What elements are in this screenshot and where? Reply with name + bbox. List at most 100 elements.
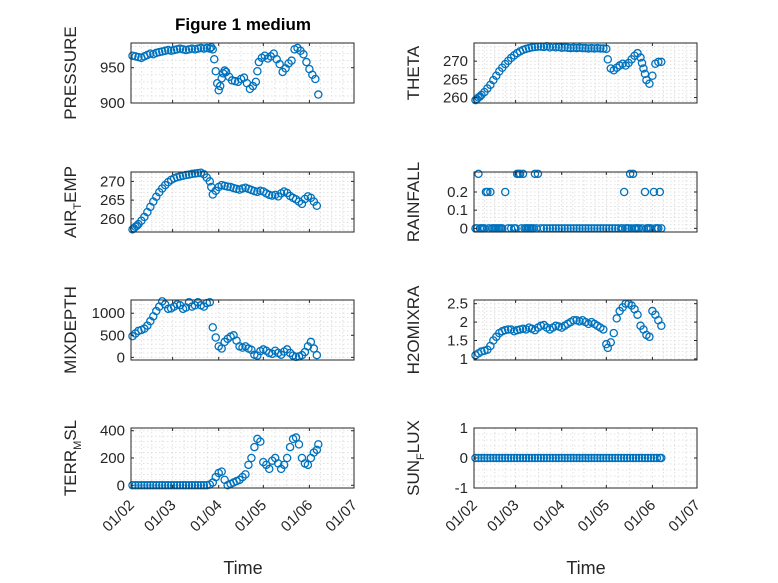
- data-point: [654, 57, 663, 67]
- data-point: [481, 187, 491, 197]
- data-point: [483, 453, 492, 463]
- data-point: [581, 43, 590, 53]
- data-point: [506, 453, 516, 463]
- subplot-pressure: 900 950 PRESSURE: [61, 26, 355, 120]
- y-tick-label: 500: [100, 327, 125, 344]
- data-point: [137, 481, 146, 490]
- y-tick-label: 0: [117, 477, 125, 494]
- data-point: [146, 481, 155, 490]
- data-point: [140, 481, 149, 490]
- y-tick-label: 270: [100, 173, 125, 190]
- axes-frame: [130, 171, 355, 233]
- data-point: [282, 453, 292, 463]
- data-point: [312, 201, 322, 210]
- data-point: [486, 187, 495, 197]
- data-point: [596, 453, 605, 463]
- data-point: [637, 453, 647, 463]
- subplot-air: 260 265 270 AIRTEMP: [61, 166, 355, 238]
- data-point: [560, 453, 569, 463]
- data-point: [199, 481, 209, 490]
- y-axis-label-rest: LUX: [404, 420, 423, 453]
- data-point: [312, 350, 322, 360]
- y-axis-label: PRESSURE: [61, 26, 80, 120]
- data-point: [518, 169, 528, 179]
- data-point: [169, 481, 179, 490]
- data-point: [128, 481, 137, 490]
- data-point: [247, 453, 256, 463]
- figure-title: Figure 1 medium: [175, 15, 311, 34]
- data-point: [584, 453, 593, 463]
- data-point: [196, 481, 206, 490]
- data-point: [160, 481, 170, 490]
- data-point: [566, 453, 575, 463]
- data-point: [314, 90, 323, 99]
- data-point: [622, 453, 632, 463]
- data-point: [639, 64, 648, 73]
- data-point: [539, 453, 549, 463]
- y-axis-label-main: MIXDEPTH: [61, 286, 80, 374]
- data-point: [518, 453, 528, 463]
- data-point: [474, 169, 483, 179]
- data-point: [587, 453, 596, 463]
- data-point: [554, 453, 563, 463]
- data-point: [530, 169, 540, 179]
- y-tick-label: 0.2: [447, 184, 468, 201]
- data-point: [625, 169, 635, 179]
- data-point: [524, 453, 534, 463]
- data-series: [128, 433, 323, 490]
- y-axis-label-main: PRESSURE: [61, 26, 80, 120]
- data-point: [599, 453, 608, 463]
- data-point: [299, 50, 308, 59]
- data-point: [208, 323, 218, 332]
- data-point: [646, 453, 656, 463]
- data-point: [480, 453, 489, 463]
- subplot-mixdepth: 0 500 1000 MIXDEPTH: [61, 286, 355, 374]
- data-point: [628, 453, 638, 463]
- data-series: [128, 168, 322, 234]
- x-tick-label: 01/06: [621, 497, 660, 536]
- data-point: [590, 44, 599, 53]
- data-point: [181, 481, 191, 490]
- data-point: [503, 453, 513, 463]
- data-point: [265, 464, 274, 474]
- data-point: [314, 440, 323, 449]
- data-series: [471, 453, 666, 463]
- y-axis-label-main: THETA: [404, 45, 423, 100]
- data-point: [302, 57, 311, 67]
- axes-frame: [473, 299, 698, 361]
- y-axis-label: THETA: [404, 45, 423, 100]
- y-tick-label: 950: [100, 60, 125, 77]
- data-point: [193, 481, 203, 490]
- data-point: [636, 53, 645, 62]
- y-tick-label: 400: [100, 423, 125, 440]
- data-point: [633, 310, 642, 319]
- data-point: [643, 453, 653, 463]
- data-point: [610, 453, 620, 463]
- y-tick-label: 900: [100, 95, 125, 112]
- y-tick-label: 1.5: [447, 332, 468, 349]
- data-point: [515, 453, 525, 463]
- data-point: [187, 481, 197, 490]
- y-tick-label: 2.5: [447, 296, 468, 313]
- data-point: [569, 453, 578, 463]
- x-tick-label: 01/05: [575, 497, 614, 536]
- data-point: [563, 43, 572, 52]
- data-point: [152, 481, 161, 490]
- data-point: [312, 445, 322, 455]
- data-point: [551, 43, 561, 52]
- data-point: [634, 453, 644, 463]
- data-point: [175, 481, 185, 490]
- y-tick-label: 1000: [92, 305, 125, 322]
- data-point: [619, 187, 629, 197]
- data-point: [205, 177, 215, 186]
- y-axis-label-main: TERR: [61, 450, 80, 496]
- y-axis-label: AIRTEMP: [61, 166, 84, 238]
- data-point: [279, 460, 289, 470]
- y-axis-label: SUNFLUX: [404, 420, 427, 496]
- data-point: [599, 44, 608, 53]
- data-point: [566, 43, 575, 53]
- subplot-h2omixra: 1 1.522.5 H2OMIXRA: [404, 285, 698, 374]
- data-point: [256, 437, 265, 446]
- data-point: [132, 221, 142, 230]
